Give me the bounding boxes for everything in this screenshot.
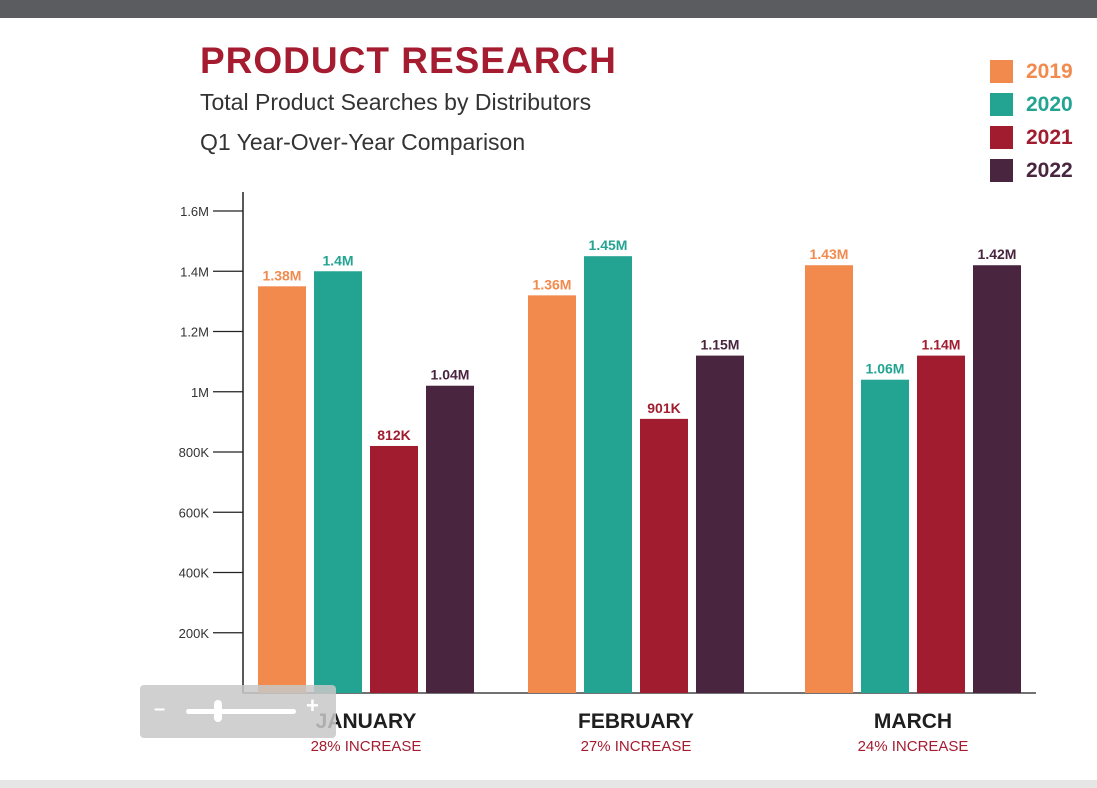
bar-2022-january xyxy=(426,385,474,693)
top-bar xyxy=(0,0,1097,18)
bar-value-label: 1.43M xyxy=(810,246,849,262)
bar-value-label: 1.42M xyxy=(978,246,1017,262)
bar-2021-january xyxy=(370,445,418,693)
legend-swatch-2022 xyxy=(990,159,1013,182)
y-tick-label: 400K xyxy=(179,566,210,581)
legend-swatch-2020 xyxy=(990,93,1013,116)
legend: 2019 2020 2021 2022 xyxy=(990,55,1073,187)
x-category-note: 27% INCREASE xyxy=(581,738,692,755)
x-category-label: FEBRUARY xyxy=(578,710,694,733)
bar-2022-february xyxy=(696,355,744,693)
legend-label-2022: 2022 xyxy=(1026,158,1073,182)
bottom-bar xyxy=(0,780,1097,788)
legend-swatch-2021 xyxy=(990,126,1013,149)
y-tick-label: 1.4M xyxy=(180,264,209,279)
bar-2022-march xyxy=(973,265,1021,693)
legend-label-2021: 2021 xyxy=(1026,125,1073,149)
zoom-in-button[interactable]: + xyxy=(306,693,319,718)
bar-2020-january xyxy=(314,271,362,693)
zoom-control[interactable]: – + xyxy=(140,685,336,738)
bar-value-label: 1.06M xyxy=(866,361,905,377)
bar-value-label: 901K xyxy=(647,400,680,416)
x-category-note: 24% INCREASE xyxy=(858,738,969,755)
legend-label-2019: 2019 xyxy=(1026,59,1073,83)
bar-2021-february xyxy=(640,418,688,693)
bar-value-label: 1.45M xyxy=(589,237,628,253)
bar-value-label: 1.4M xyxy=(322,252,353,268)
y-tick-label: 200K xyxy=(179,626,210,641)
y-tick-label: 600K xyxy=(179,505,210,520)
x-category-label: MARCH xyxy=(874,710,952,733)
zoom-out-button[interactable]: – xyxy=(154,698,166,720)
bar-value-label: 1.14M xyxy=(922,337,961,353)
y-tick-label: 1.6M xyxy=(180,204,209,219)
legend-item-2020: 2020 xyxy=(990,88,1073,121)
bar-2019-february xyxy=(528,295,576,693)
bar-value-label: 1.36M xyxy=(533,276,572,292)
y-tick-label: 1.2M xyxy=(180,325,209,340)
chart-subtitle-2: Q1 Year-Over-Year Comparison xyxy=(200,129,526,155)
bar-value-label: 812K xyxy=(377,427,410,443)
x-category-label: JANUARY xyxy=(316,710,417,733)
bar-value-label: 1.15M xyxy=(701,337,740,353)
zoom-slider-handle[interactable] xyxy=(214,700,222,722)
bar-2020-march xyxy=(861,379,909,693)
legend-swatch-2019 xyxy=(990,60,1013,83)
bar-value-label: 1.04M xyxy=(431,367,470,383)
bar-2019-january xyxy=(258,286,306,693)
x-category-note: 28% INCREASE xyxy=(311,738,422,755)
legend-item-2022: 2022 xyxy=(990,154,1073,187)
bar-2020-february xyxy=(584,256,632,693)
legend-item-2019: 2019 xyxy=(990,55,1073,88)
zoom-slider-track[interactable] xyxy=(186,709,296,714)
bar-2019-march xyxy=(805,265,853,693)
legend-item-2021: 2021 xyxy=(990,121,1073,154)
y-tick-label: 1M xyxy=(191,385,209,400)
y-tick-label: 800K xyxy=(179,445,210,460)
chart-subtitle-1: Total Product Searches by Distributors xyxy=(200,89,592,115)
bar-2021-march xyxy=(917,355,965,693)
legend-label-2020: 2020 xyxy=(1026,92,1073,116)
bar-value-label: 1.38M xyxy=(263,267,302,283)
chart-title: PRODUCT RESEARCH xyxy=(200,40,617,81)
